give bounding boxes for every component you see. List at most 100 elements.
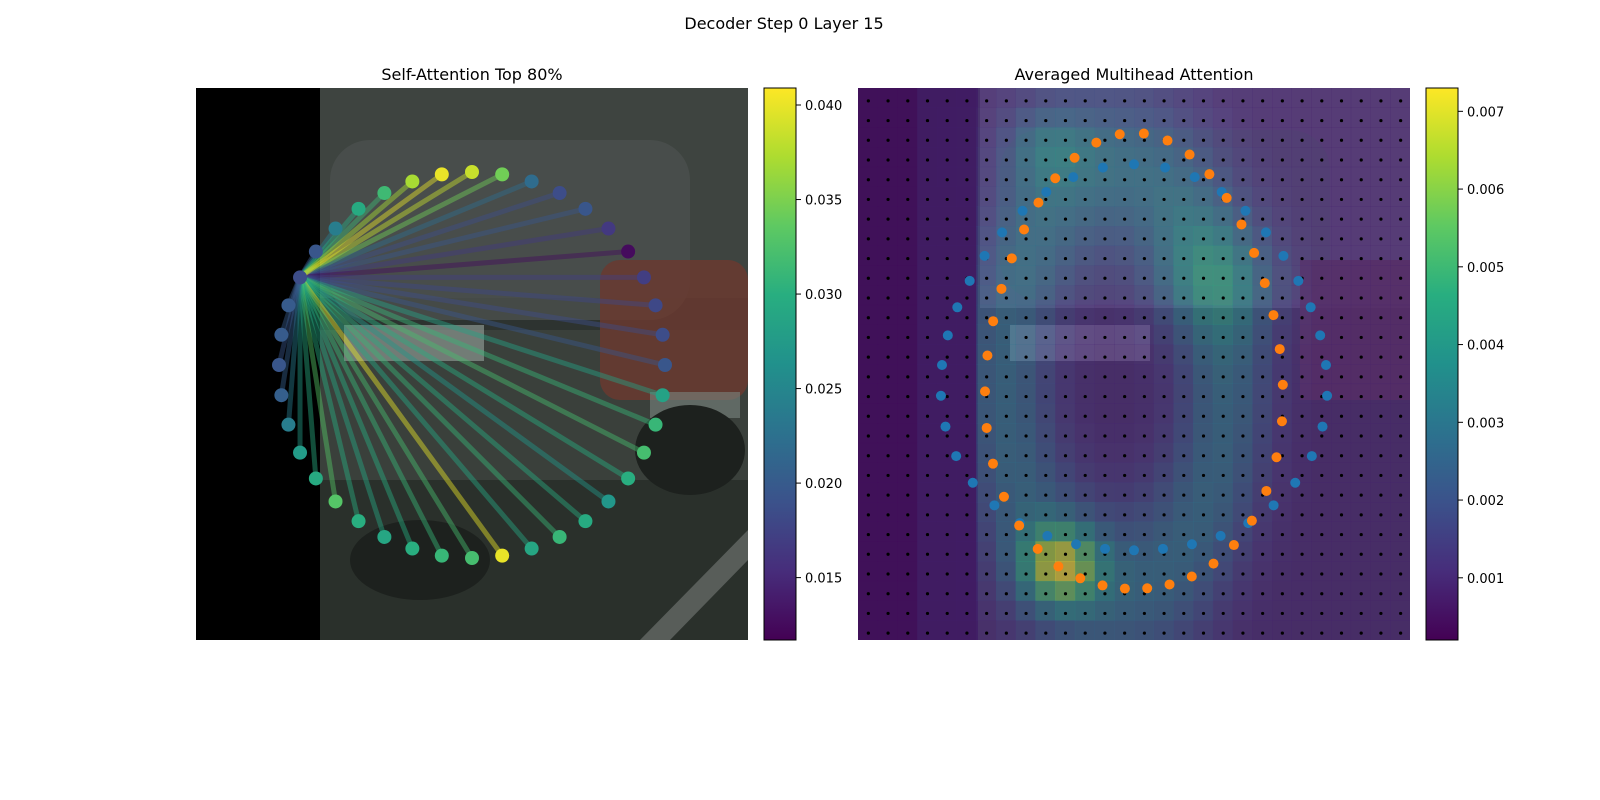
- heatmap-cell: [936, 482, 957, 503]
- heatmap-cell: [1370, 580, 1391, 601]
- grid-dot: [1359, 138, 1363, 142]
- grid-dot: [1261, 434, 1265, 438]
- grid-dot: [1004, 99, 1008, 103]
- heatmap-cell: [897, 600, 918, 621]
- heatmap-cell: [1193, 482, 1214, 503]
- heatmap-cell: [858, 541, 879, 562]
- grid-dot: [1083, 454, 1087, 458]
- heatmap-cell: [976, 265, 997, 286]
- heatmap-cell: [1074, 462, 1095, 483]
- grid-dot: [1044, 237, 1048, 241]
- heatmap-cell: [996, 88, 1017, 109]
- grid-dot: [985, 552, 989, 556]
- grid-dot: [925, 434, 930, 438]
- grid-dot: [945, 158, 949, 162]
- heatmap-cell: [996, 364, 1017, 385]
- heatmap-cell: [956, 442, 977, 463]
- heatmap-cell: [1370, 206, 1391, 227]
- heatmap-cell: [1134, 482, 1155, 503]
- heatmap-cell: [1350, 383, 1371, 404]
- grid-dot: [866, 552, 870, 556]
- heatmap-cell: [1114, 166, 1135, 187]
- grid-dot: [1142, 138, 1146, 142]
- orange-predicted-point: [1274, 344, 1285, 355]
- grid-dot: [1024, 532, 1028, 537]
- grid-dot: [965, 434, 969, 438]
- heatmap-cell: [956, 166, 977, 187]
- heatmap-cell: [1232, 502, 1253, 523]
- grid-dot: [1103, 256, 1107, 261]
- heatmap-cell: [1074, 344, 1095, 365]
- grid-dot: [1379, 296, 1383, 300]
- grid-dot: [1004, 434, 1008, 438]
- heatmap-cell: [1350, 600, 1371, 621]
- heatmap-cell: [1015, 364, 1036, 385]
- grid-dot: [1201, 631, 1206, 635]
- heatmap-cell: [1134, 364, 1155, 385]
- grid-dot: [1241, 178, 1245, 182]
- heatmap-cell: [1311, 88, 1332, 109]
- grid-dot: [1261, 572, 1265, 576]
- heatmap-cell: [1390, 364, 1410, 385]
- heatmap-cell: [1331, 304, 1352, 325]
- heatmap-cell: [936, 186, 957, 207]
- heatmap-cell: [1193, 364, 1214, 385]
- grid-dot: [1162, 513, 1166, 517]
- attention-edge: [297, 276, 475, 560]
- blue-reference-point: [1100, 543, 1111, 554]
- heatmap-cell: [1370, 107, 1391, 128]
- attention-edge: [299, 190, 561, 280]
- heatmap-cell: [1193, 502, 1214, 523]
- heatmap-cell: [1331, 226, 1352, 247]
- grid-dot: [985, 434, 989, 438]
- orange-predicted-point: [996, 283, 1007, 294]
- grid-dot: [1300, 118, 1304, 123]
- grid-dot: [925, 99, 930, 103]
- grid-dot: [1261, 375, 1265, 379]
- heatmap-cell: [1370, 166, 1391, 187]
- grid-dot: [1320, 99, 1324, 103]
- grid-dot: [1123, 99, 1127, 103]
- grid-dot: [1142, 118, 1146, 123]
- heatmap-cell: [1370, 285, 1391, 306]
- grid-dot: [925, 572, 930, 576]
- grid-dot: [1103, 138, 1107, 142]
- grid-dot: [886, 434, 890, 438]
- orange-predicted-point: [982, 350, 993, 361]
- heatmap-cell: [1193, 580, 1214, 601]
- self-attention-colorbar-tick-label: 0.015: [805, 572, 842, 587]
- attention-edge: [285, 277, 303, 425]
- grid-dot: [1024, 592, 1028, 596]
- grid-dot: [985, 513, 989, 517]
- attention-edge: [298, 275, 610, 504]
- grid-dot: [1044, 256, 1048, 261]
- grid-dot: [1300, 592, 1304, 596]
- heatmap-cell: [976, 166, 997, 187]
- heatmap-cell: [976, 186, 997, 207]
- grid-dot: [945, 493, 949, 497]
- heatmap-cell: [956, 88, 977, 109]
- heatmap-cell: [1134, 442, 1155, 463]
- grid-dot: [1123, 158, 1127, 162]
- heatmap-cell: [976, 127, 997, 148]
- grid-dot: [1044, 355, 1048, 359]
- grid-dot: [1004, 158, 1008, 162]
- grid-dot: [886, 631, 890, 635]
- grid-dot: [1280, 375, 1284, 379]
- orange-predicted-point: [1221, 192, 1232, 203]
- attention-edge: [299, 275, 664, 398]
- heatmap-cell: [1311, 620, 1332, 640]
- grid-dot: [1221, 158, 1225, 162]
- grid-dot: [1063, 118, 1068, 123]
- heatmap-cell: [1212, 304, 1233, 325]
- attention-edge: [298, 275, 505, 558]
- grid-dot: [1221, 138, 1225, 142]
- attention-point: [405, 541, 420, 556]
- heatmap-cell: [936, 403, 957, 424]
- heatmap-cell: [1134, 403, 1155, 424]
- grid-dot: [1142, 276, 1146, 280]
- grid-dot: [945, 355, 949, 359]
- heatmap-cell: [917, 620, 938, 640]
- grid-dot: [1320, 532, 1324, 537]
- heatmap-cell: [1212, 344, 1233, 365]
